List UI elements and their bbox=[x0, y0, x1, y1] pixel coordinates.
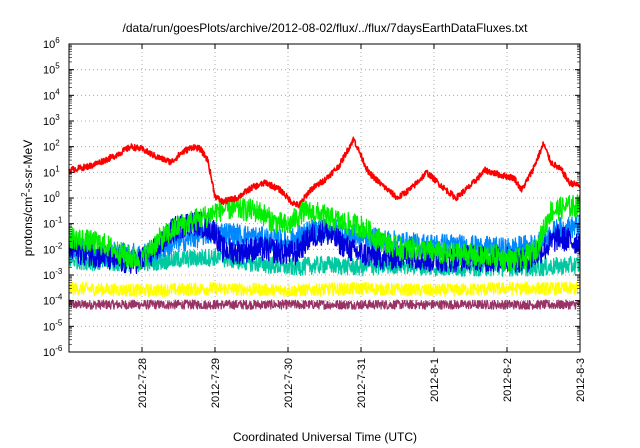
y-tick-label: 106 bbox=[43, 36, 60, 51]
x-tick-label: 2012-7-28 bbox=[137, 358, 149, 408]
x-tick-label: 2012-7-31 bbox=[356, 358, 368, 408]
y-tick-label: 103 bbox=[43, 113, 60, 128]
y-tick-label: 10-5 bbox=[43, 318, 63, 333]
x-tick-label: 2012-7-30 bbox=[283, 358, 295, 408]
series-line-5 bbox=[68, 281, 581, 298]
y-tick-label: 10-3 bbox=[43, 267, 63, 282]
y-tick-label: 10-2 bbox=[43, 241, 63, 256]
y-tick-label: 10-1 bbox=[43, 216, 63, 231]
x-tick-label: 2012-7-29 bbox=[210, 358, 222, 408]
x-tick-label: 2012-8-1 bbox=[429, 358, 441, 402]
x-axis-label: Coordinated Universal Time (UTC) bbox=[233, 430, 417, 444]
series-line-0 bbox=[68, 136, 581, 209]
y-tick-label: 102 bbox=[43, 139, 60, 154]
series-line-6 bbox=[68, 299, 581, 310]
series-line-1 bbox=[68, 194, 581, 272]
y-tick-label: 10-4 bbox=[43, 293, 63, 308]
series-layer bbox=[68, 136, 581, 310]
y-tick-label: 104 bbox=[43, 87, 60, 102]
x-tick-label: 2012-8-3 bbox=[575, 358, 587, 402]
chart-title: /data/run/goesPlots/archive/2012-08-02/f… bbox=[123, 21, 529, 35]
y-tick-label: 101 bbox=[43, 164, 60, 179]
ticks: 106 105 104 103 102 101 100 10-1 10-2 10-3 10-4 10-… bbox=[43, 36, 587, 408]
y-axis-label: protons/cm2-s-sr-MeV bbox=[20, 140, 35, 256]
y-tick-label: 105 bbox=[43, 62, 60, 77]
y-tick-label: 100 bbox=[43, 190, 60, 205]
y-tick-label: 10-6 bbox=[43, 344, 63, 359]
x-tick-label: 2012-8-2 bbox=[502, 358, 514, 402]
